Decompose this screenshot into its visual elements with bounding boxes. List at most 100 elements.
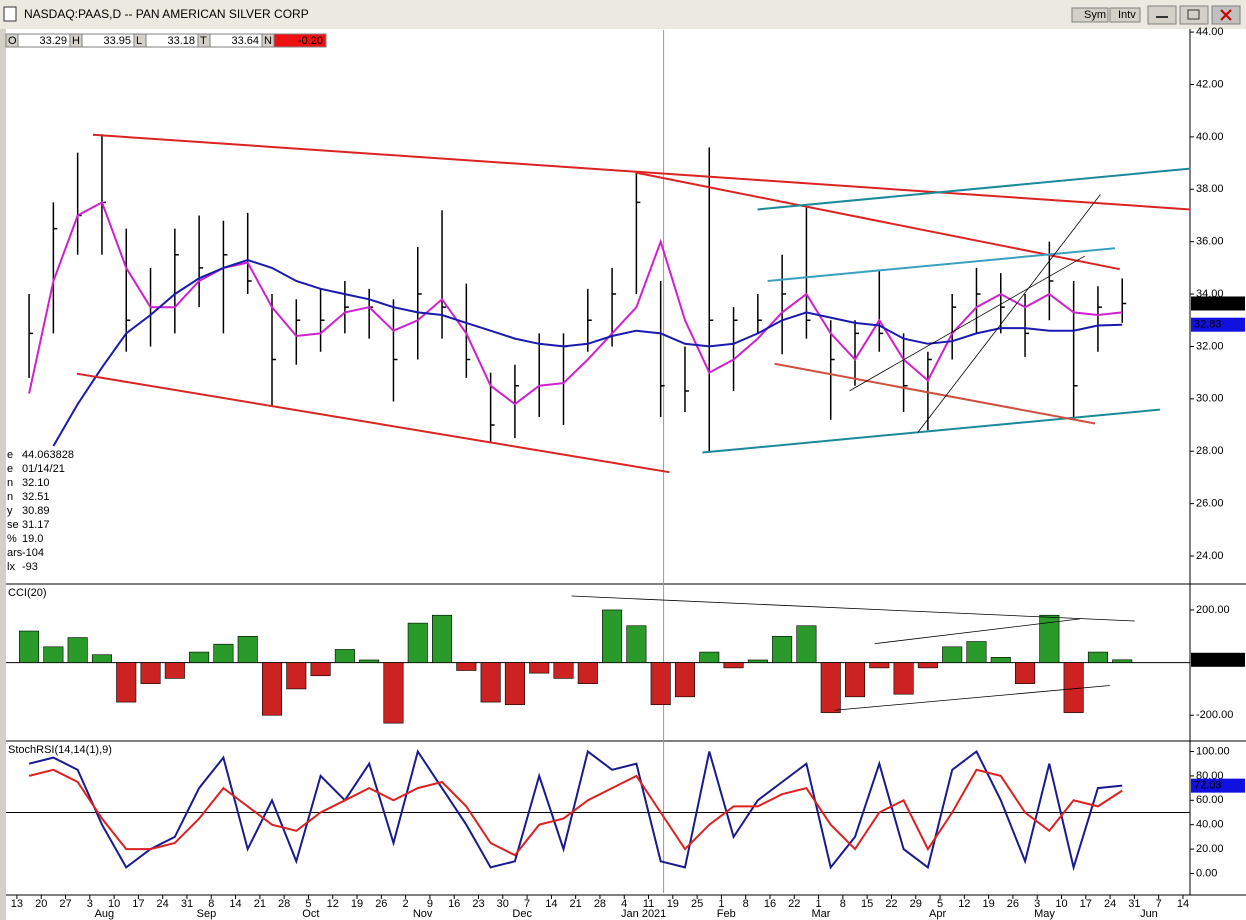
last-value-box — [1191, 317, 1245, 332]
y-tick-label: 30.00 — [1196, 393, 1224, 405]
trendline — [76, 372, 670, 474]
ohlc-bar — [222, 220, 228, 334]
series-line — [28, 200, 1123, 406]
quote-value: 33.29 — [39, 35, 67, 47]
cci-bar — [504, 662, 525, 706]
y-tick-label: 20.00 — [1196, 843, 1224, 855]
quote-label: L — [136, 35, 142, 47]
ohlc-bar — [28, 294, 34, 378]
quote-value: -0.20 — [298, 35, 323, 47]
x-tick-label: 12 — [958, 898, 970, 910]
ohlc-bar — [587, 288, 592, 352]
ohlc-bar — [174, 228, 179, 334]
y-tick-label: 42.00 — [1196, 78, 1224, 90]
minimize-button[interactable] — [1147, 5, 1177, 25]
x-tick-label: 12 — [327, 898, 339, 910]
trendline — [917, 194, 1101, 433]
cci-bar — [1063, 662, 1084, 713]
intv-button-label[interactable]: Intv — [1118, 9, 1136, 21]
intv-button[interactable] — [1109, 7, 1141, 23]
x-tick-label: 16 — [764, 898, 776, 910]
info-value: -93 — [22, 561, 38, 573]
month-label: Feb — [717, 908, 736, 920]
ohlc-bar — [319, 288, 325, 352]
x-tick-label: 13 — [11, 898, 23, 910]
info-value: 19.0 — [22, 533, 43, 545]
maximize-button[interactable] — [1179, 5, 1209, 25]
cci-bar — [893, 662, 914, 695]
y-tick-label: 60.00 — [1196, 794, 1224, 806]
maximize-icon — [1187, 9, 1200, 20]
cci-bar — [286, 662, 307, 690]
trendline — [874, 618, 1081, 645]
sym-button-label[interactable]: Sym — [1084, 9, 1106, 21]
cci-bar — [966, 641, 987, 663]
quote-label: H — [72, 35, 80, 47]
cci-bar — [577, 662, 598, 684]
x-tick-label: 7 — [1156, 898, 1162, 910]
info-label: % — [7, 533, 17, 545]
month-label: Aug — [95, 908, 115, 920]
y-tick-label: 36.00 — [1196, 236, 1224, 248]
quote-label: O — [8, 35, 17, 47]
last-value-label: 32.83 — [1194, 319, 1222, 331]
x-tick-label: 14 — [229, 898, 241, 910]
x-tick-label: 1 — [718, 898, 724, 910]
ohlc-bar — [878, 270, 884, 352]
x-tick-label: 28 — [278, 898, 290, 910]
month-label: Jun — [1140, 908, 1158, 920]
info-value: 44.063828 — [22, 449, 74, 461]
cci-bar — [407, 622, 428, 663]
series-line — [52, 258, 1123, 447]
cci-bar — [189, 651, 210, 663]
last-value-box — [1191, 778, 1245, 793]
x-tick-label: 17 — [1080, 898, 1092, 910]
info-value: 31.17 — [22, 519, 50, 531]
ohlc-bar — [757, 294, 762, 334]
trendline — [92, 133, 1191, 211]
x-tick-label: 19 — [982, 898, 994, 910]
ohlc-bar — [902, 333, 908, 412]
x-tick-label: 3 — [87, 898, 93, 910]
ohlc-bar — [1121, 278, 1127, 323]
cci-bar — [650, 662, 671, 706]
trendline — [849, 255, 1086, 392]
trendline — [774, 362, 1096, 425]
y-tick-label: 100.00 — [1196, 745, 1230, 757]
x-tick-label: 2 — [403, 898, 409, 910]
x-tick-label: 23 — [472, 898, 484, 910]
info-value: 30.89 — [22, 505, 50, 517]
x-tick-label: 19 — [667, 898, 679, 910]
cci-bar — [602, 609, 623, 663]
y-tick-label: 44.00 — [1196, 26, 1224, 38]
x-tick-label: 8 — [840, 898, 846, 910]
window-title: NASDAQ:PAAS,D -- PAN AMERICAN SILVER COR… — [24, 7, 309, 21]
x-tick-label: 14 — [545, 898, 557, 910]
info-label: ars — [7, 547, 23, 559]
ohlc-bar — [514, 364, 519, 439]
ohlc-bar — [927, 351, 932, 431]
x-tick-label: 26 — [375, 898, 387, 910]
x-tick-label: 31 — [181, 898, 193, 910]
x-tick-label: 8 — [208, 898, 214, 910]
cci-bar — [1015, 662, 1036, 684]
sym-button[interactable] — [1071, 7, 1109, 23]
ohlc-bar — [246, 212, 252, 295]
cci-bar — [432, 614, 453, 663]
x-tick-label: 10 — [1055, 898, 1067, 910]
ohlc-bar — [781, 254, 787, 355]
cci-bar — [1039, 614, 1060, 663]
info-label: e — [7, 449, 13, 461]
trendline — [767, 247, 1116, 282]
y-tick-label: 200.00 — [1196, 604, 1230, 616]
cci-bar — [796, 625, 817, 663]
cci-bar — [164, 662, 185, 679]
cci-bar — [43, 646, 64, 663]
cci-bar — [747, 659, 768, 663]
ohlc-bar — [1024, 294, 1030, 357]
x-tick-label: 5 — [937, 898, 943, 910]
month-label: Nov — [413, 908, 433, 920]
plot-area — [6, 29, 1190, 895]
y-tick-label: 0.00 — [1196, 867, 1217, 879]
